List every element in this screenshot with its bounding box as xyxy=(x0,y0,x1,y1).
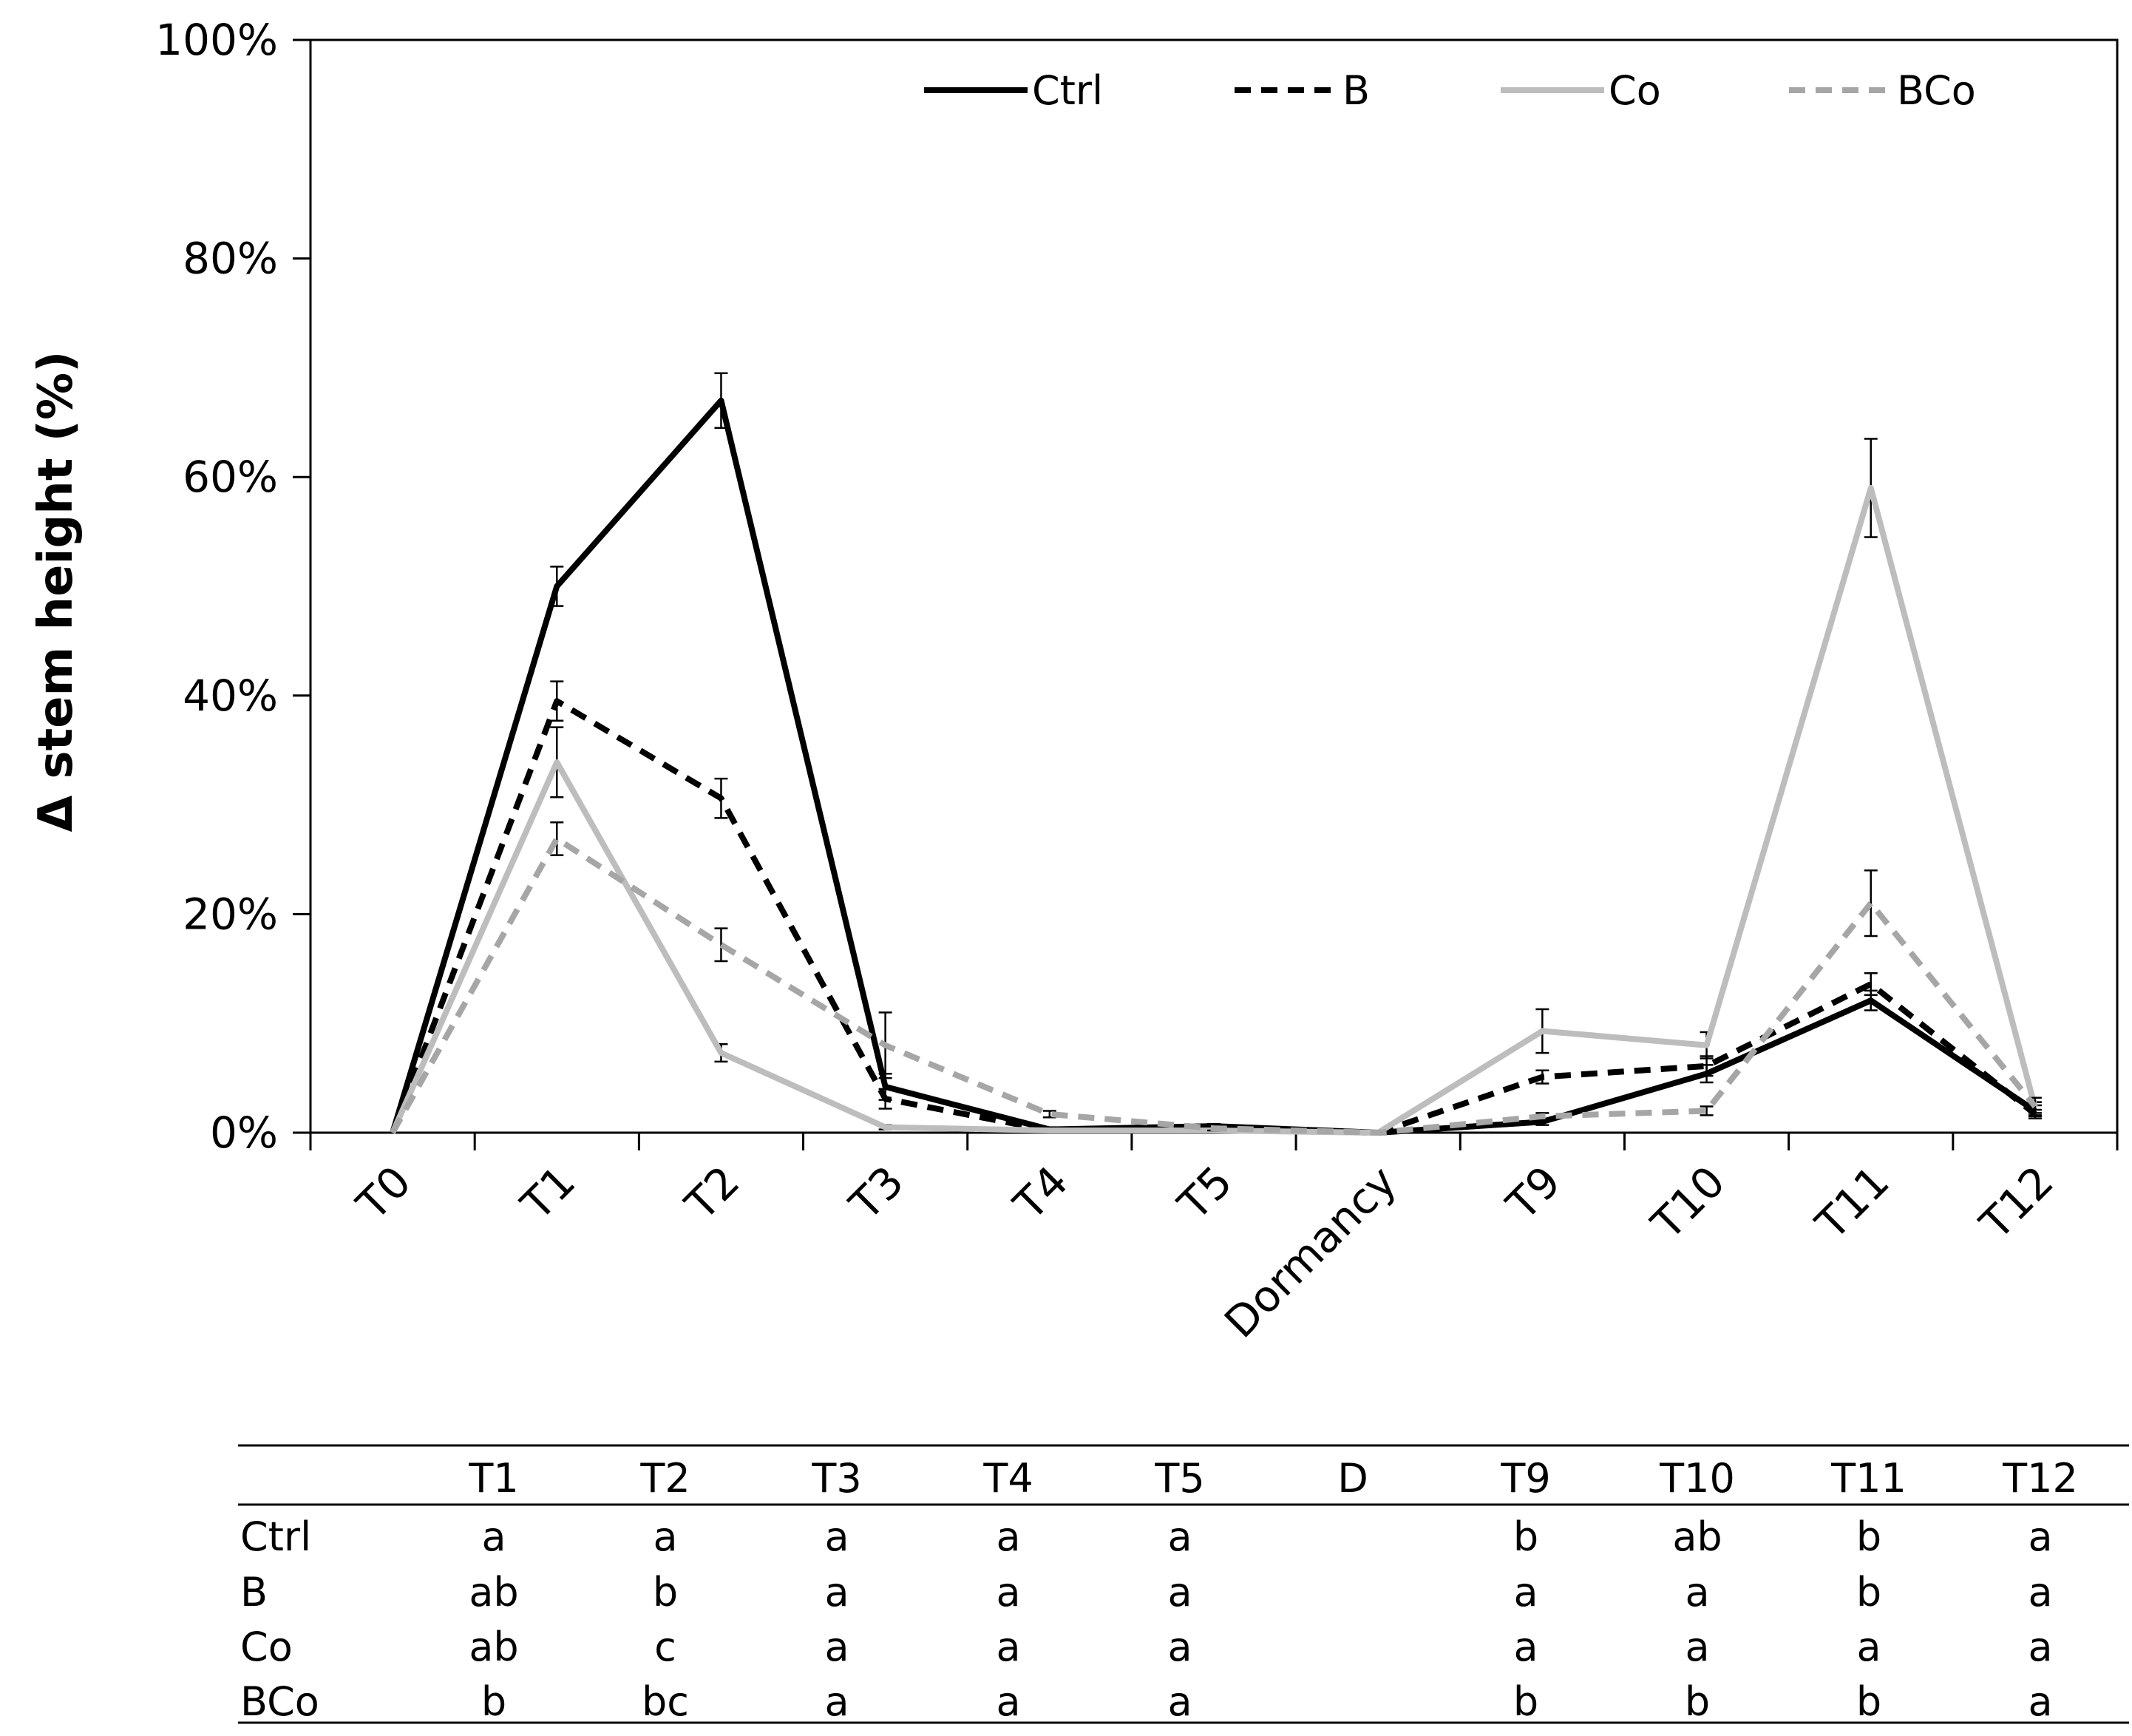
table-cell: a xyxy=(1167,1678,1192,1725)
table-cell: a xyxy=(2028,1513,2052,1560)
table-cell: a xyxy=(1685,1569,1709,1615)
table-column-header: T3 xyxy=(811,1455,861,1502)
table-cell: a xyxy=(2028,1624,2052,1670)
table-cell: a xyxy=(1167,1624,1192,1670)
table-cell: a xyxy=(996,1513,1020,1560)
table-cell: bc xyxy=(642,1678,689,1725)
table-cell: ab xyxy=(469,1624,518,1670)
table-column-header: T1 xyxy=(468,1455,518,1502)
table-cell: b xyxy=(1856,1678,1881,1725)
table-cell: a xyxy=(2028,1569,2052,1615)
table-cell: a xyxy=(1167,1513,1192,1560)
table-column-header: T2 xyxy=(639,1455,690,1502)
x-tick-label: T1 xyxy=(511,1156,585,1230)
table-column-header: T9 xyxy=(1500,1455,1550,1502)
table-cell: a xyxy=(1513,1569,1538,1615)
table-cell: a xyxy=(653,1513,677,1560)
y-tick-label: 40% xyxy=(183,671,278,721)
table-row-label: B xyxy=(240,1569,268,1615)
table-cell: a xyxy=(2028,1678,2052,1725)
table-cell: a xyxy=(996,1569,1020,1615)
table-cell: a xyxy=(824,1678,849,1725)
x-tick-label: Dormancy xyxy=(1215,1156,1406,1348)
table-cell: b xyxy=(1685,1678,1710,1725)
table-column-header: T4 xyxy=(982,1455,1033,1502)
y-tick-label: 60% xyxy=(183,452,278,502)
table-column-header: T5 xyxy=(1154,1455,1204,1502)
series-line-bco xyxy=(390,835,2038,1136)
table-cell: b xyxy=(653,1569,678,1615)
x-tick-label: T3 xyxy=(840,1156,914,1230)
table-cell: b xyxy=(1513,1513,1538,1560)
table-cell: ab xyxy=(1672,1513,1722,1560)
x-tick-label: T10 xyxy=(1641,1156,1734,1250)
table-cell: b xyxy=(1856,1569,1881,1615)
series-bco xyxy=(390,821,2042,1136)
table-row-label: Ctrl xyxy=(240,1513,311,1560)
legend-label-bco: BCo xyxy=(1897,67,1976,114)
table-cell: a xyxy=(1513,1624,1538,1670)
x-tick-label: T0 xyxy=(347,1156,421,1230)
legend-label-co: Co xyxy=(1609,67,1661,114)
table-column-header: T12 xyxy=(2002,1455,2078,1502)
table-row-label: BCo xyxy=(240,1678,319,1725)
plot-frame xyxy=(309,38,2119,1134)
table-cell: b xyxy=(1513,1678,1538,1725)
plot-area-border xyxy=(309,38,2119,1134)
y-axis-title: Δ stem height (%) xyxy=(29,351,84,833)
legend: Ctrl B Co BCo xyxy=(924,67,1976,114)
table-cell: a xyxy=(996,1624,1020,1670)
table-cell: a xyxy=(1685,1624,1709,1670)
x-tick-label: T12 xyxy=(1970,1156,2063,1250)
table-cell: a xyxy=(824,1569,849,1615)
table-cell: a xyxy=(481,1513,506,1560)
x-tick-label: T5 xyxy=(1168,1156,1242,1230)
x-tick-label: T9 xyxy=(1496,1156,1570,1230)
y-tick-label: 20% xyxy=(183,889,278,939)
x-tick-label: T4 xyxy=(1004,1156,1078,1230)
y-tick-label: 100% xyxy=(155,15,278,65)
table-cell: a xyxy=(824,1624,849,1670)
table-cell: b xyxy=(481,1678,506,1725)
table-cell: a xyxy=(824,1513,849,1560)
table-cell: b xyxy=(1856,1513,1881,1560)
x-tick-label: T2 xyxy=(675,1156,749,1230)
legend-label-ctrl: Ctrl xyxy=(1032,67,1103,114)
y-tick-label: 0% xyxy=(210,1108,278,1158)
series-co xyxy=(390,438,2042,1136)
table-cell: a xyxy=(1167,1569,1192,1615)
table-cell: ab xyxy=(469,1569,518,1615)
table-column-header: T11 xyxy=(1830,1455,1907,1502)
legend-label-b: B xyxy=(1342,67,1370,114)
table-row-label: Co xyxy=(240,1624,293,1670)
y-tick-label: 80% xyxy=(183,234,278,284)
table-cell: a xyxy=(996,1678,1020,1725)
x-tick-label: T11 xyxy=(1806,1156,1899,1250)
table-cell: c xyxy=(654,1624,676,1670)
table-column-header: T10 xyxy=(1659,1455,1735,1502)
table-column-header: D xyxy=(1337,1455,1368,1502)
series-layer xyxy=(390,372,2042,1136)
y-axis: 0% 20% 40% 60% 80% 100% xyxy=(155,15,310,1158)
table-cell: a xyxy=(1856,1624,1881,1670)
